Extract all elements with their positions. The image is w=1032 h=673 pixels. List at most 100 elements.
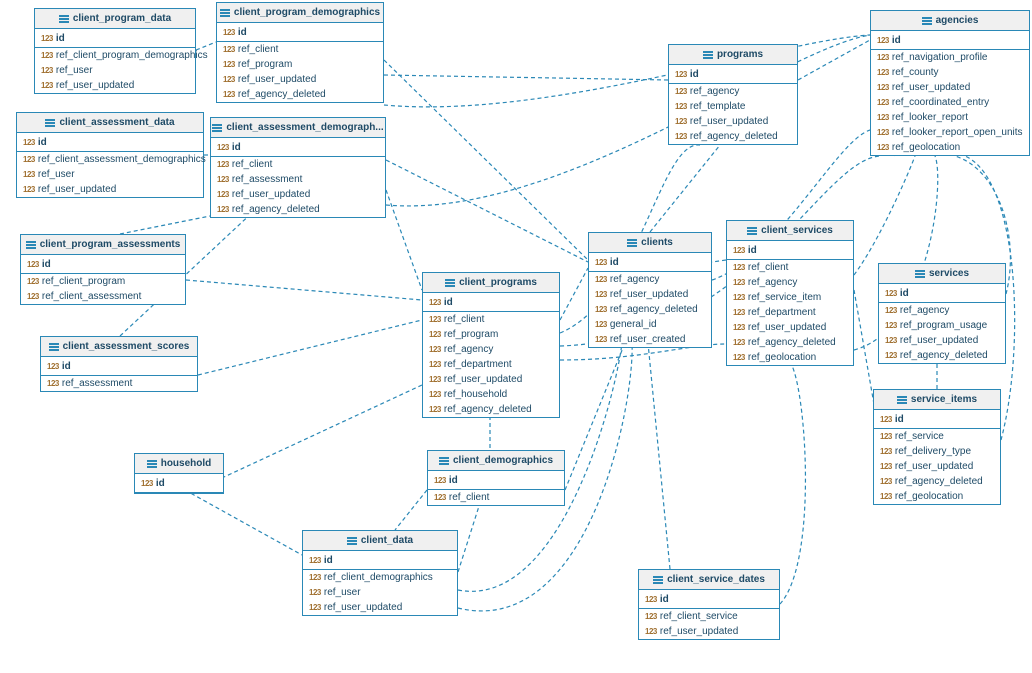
erd-table-header[interactable]: client_services — [727, 221, 853, 241]
erd-column-row[interactable]: 123ref_assessment — [211, 172, 385, 187]
erd-column-row[interactable]: 123ref_program_usage — [879, 318, 1005, 333]
erd-column-row[interactable]: 123ref_client — [211, 157, 385, 172]
erd-column-row[interactable]: 123ref_department — [423, 357, 559, 372]
erd-pk-row[interactable]: 123id — [35, 29, 195, 48]
erd-column-row[interactable]: 123ref_geolocation — [727, 350, 853, 365]
erd-table-header[interactable]: client_program_assessments — [21, 235, 185, 255]
erd-column-row[interactable]: 123ref_department — [727, 305, 853, 320]
erd-table-client_data[interactable]: client_data123id123ref_client_demographi… — [302, 530, 458, 616]
erd-table-client_program_demographics[interactable]: client_program_demographics123id123ref_c… — [216, 2, 384, 103]
erd-pk-row[interactable]: 123id — [669, 65, 797, 84]
erd-column-row[interactable]: 123ref_client_program_demographics — [35, 48, 195, 63]
erd-pk-row[interactable]: 123id — [423, 293, 559, 312]
erd-table-client_services[interactable]: client_services123id123ref_client123ref_… — [726, 220, 854, 366]
erd-table-header[interactable]: client_service_dates — [639, 570, 779, 590]
erd-column-row[interactable]: 123ref_user_updated — [589, 287, 711, 302]
erd-table-header[interactable]: client_data — [303, 531, 457, 551]
erd-column-row[interactable]: 123ref_program — [217, 57, 383, 72]
erd-table-household[interactable]: household123id — [134, 453, 224, 494]
erd-column-row[interactable]: 123ref_service_item — [727, 290, 853, 305]
erd-column-row[interactable]: 123ref_user — [303, 585, 457, 600]
erd-pk-row[interactable]: 123id — [871, 31, 1029, 50]
erd-column-row[interactable]: 123ref_looker_report — [871, 110, 1029, 125]
erd-column-row[interactable]: 123ref_user_updated — [423, 372, 559, 387]
erd-column-row[interactable]: 123ref_agency_deleted — [727, 335, 853, 350]
erd-column-row[interactable]: 123ref_user_updated — [871, 80, 1029, 95]
erd-pk-row[interactable]: 123id — [41, 357, 197, 376]
erd-table-programs[interactable]: programs123id123ref_agency123ref_templat… — [668, 44, 798, 145]
erd-column-row[interactable]: 123ref_agency_deleted — [669, 129, 797, 144]
erd-column-row[interactable]: 123ref_user — [17, 167, 203, 182]
erd-column-row[interactable]: 123ref_client_service — [639, 609, 779, 624]
erd-column-row[interactable]: 123ref_agency_deleted — [589, 302, 711, 317]
erd-column-row[interactable]: 123ref_user_updated — [727, 320, 853, 335]
erd-column-row[interactable]: 123ref_navigation_profile — [871, 50, 1029, 65]
erd-table-client_assessment_scores[interactable]: client_assessment_scores123id123ref_asse… — [40, 336, 198, 392]
erd-table-header[interactable]: client_assessment_demograph... — [211, 118, 385, 138]
erd-table-header[interactable]: household — [135, 454, 223, 474]
erd-column-row[interactable]: 123ref_user_updated — [874, 459, 1000, 474]
erd-column-row[interactable]: 123ref_user_updated — [879, 333, 1005, 348]
erd-column-row[interactable]: 123ref_geolocation — [871, 140, 1029, 155]
erd-column-row[interactable]: 123ref_delivery_type — [874, 444, 1000, 459]
erd-pk-row[interactable]: 123id — [303, 551, 457, 570]
erd-column-row[interactable]: 123ref_geolocation — [874, 489, 1000, 504]
erd-column-row[interactable]: 123ref_client — [727, 260, 853, 275]
erd-table-clients[interactable]: clients123id123ref_agency123ref_user_upd… — [588, 232, 712, 348]
erd-column-row[interactable]: 123ref_user — [35, 63, 195, 78]
erd-column-row[interactable]: 123ref_client_assessment_demographics — [17, 152, 203, 167]
erd-column-row[interactable]: 123ref_client_demographics — [303, 570, 457, 585]
erd-column-row[interactable]: 123ref_agency — [879, 303, 1005, 318]
erd-pk-row[interactable]: 123id — [428, 471, 564, 490]
erd-column-row[interactable]: 123ref_agency_deleted — [423, 402, 559, 417]
erd-pk-row[interactable]: 123id — [17, 133, 203, 152]
erd-pk-row[interactable]: 123id — [21, 255, 185, 274]
erd-column-row[interactable]: 123ref_client — [428, 490, 564, 505]
erd-column-row[interactable]: 123ref_agency_deleted — [211, 202, 385, 217]
erd-table-header[interactable]: client_demographics — [428, 451, 564, 471]
erd-table-header[interactable]: client_program_data — [35, 9, 195, 29]
erd-pk-row[interactable]: 123id — [639, 590, 779, 609]
erd-column-row[interactable]: 123ref_county — [871, 65, 1029, 80]
erd-pk-row[interactable]: 123id — [727, 241, 853, 260]
erd-column-row[interactable]: 123ref_user_updated — [303, 600, 457, 615]
erd-column-row[interactable]: 123ref_looker_report_open_units — [871, 125, 1029, 140]
erd-column-row[interactable]: 123ref_agency — [423, 342, 559, 357]
erd-pk-row[interactable]: 123id — [135, 474, 223, 493]
erd-column-row[interactable]: 123ref_client — [217, 42, 383, 57]
erd-table-header[interactable]: agencies — [871, 11, 1029, 31]
erd-table-services[interactable]: services123id123ref_agency123ref_program… — [878, 263, 1006, 364]
erd-column-row[interactable]: 123ref_coordinated_entry — [871, 95, 1029, 110]
erd-table-header[interactable]: client_assessment_data — [17, 113, 203, 133]
erd-column-row[interactable]: 123ref_agency_deleted — [217, 87, 383, 102]
erd-pk-row[interactable]: 123id — [217, 23, 383, 42]
erd-table-client_programs[interactable]: client_programs123id123ref_client 123ref_… — [422, 272, 560, 418]
erd-column-row[interactable]: 123ref_agency_deleted — [874, 474, 1000, 489]
erd-pk-row[interactable]: 123id — [589, 253, 711, 272]
erd-table-header[interactable]: service_items — [874, 390, 1000, 410]
erd-column-row[interactable]: 123ref_user_created — [589, 332, 711, 347]
erd-column-row[interactable]: 123ref_user_updated — [217, 72, 383, 87]
erd-table-header[interactable]: client_programs — [423, 273, 559, 293]
erd-pk-row[interactable]: 123id — [874, 410, 1000, 429]
erd-column-row[interactable]: 123ref_client — [423, 312, 559, 327]
erd-table-client_program_assessments[interactable]: client_program_assessments123id123ref_cl… — [20, 234, 186, 305]
erd-column-row[interactable]: 123ref_client_program — [21, 274, 185, 289]
erd-table-header[interactable]: client_assessment_scores — [41, 337, 197, 357]
erd-column-row[interactable]: 123ref_user_updated — [211, 187, 385, 202]
erd-table-header[interactable]: client_program_demographics — [217, 3, 383, 23]
erd-column-row[interactable]: 123ref_user_updated — [35, 78, 195, 93]
erd-table-client_assessment_demographics[interactable]: client_assessment_demograph...123id123re… — [210, 117, 386, 218]
erd-pk-row[interactable]: 123id — [879, 284, 1005, 303]
erd-table-client_assessment_data[interactable]: client_assessment_data123id123ref_client… — [16, 112, 204, 198]
erd-column-row[interactable]: 123ref_agency — [727, 275, 853, 290]
erd-column-row[interactable]: 123ref_service — [874, 429, 1000, 444]
erd-column-row[interactable]: 123ref_assessment — [41, 376, 197, 391]
erd-pk-row[interactable]: 123id — [211, 138, 385, 157]
erd-column-row[interactable]: 123ref_user_updated — [669, 114, 797, 129]
erd-table-header[interactable]: programs — [669, 45, 797, 65]
erd-table-service_items[interactable]: service_items123id123ref_service123ref_d… — [873, 389, 1001, 505]
erd-column-row[interactable]: 123general_id — [589, 317, 711, 332]
erd-column-row[interactable]: 123ref_agency — [669, 84, 797, 99]
erd-table-header[interactable]: clients — [589, 233, 711, 253]
